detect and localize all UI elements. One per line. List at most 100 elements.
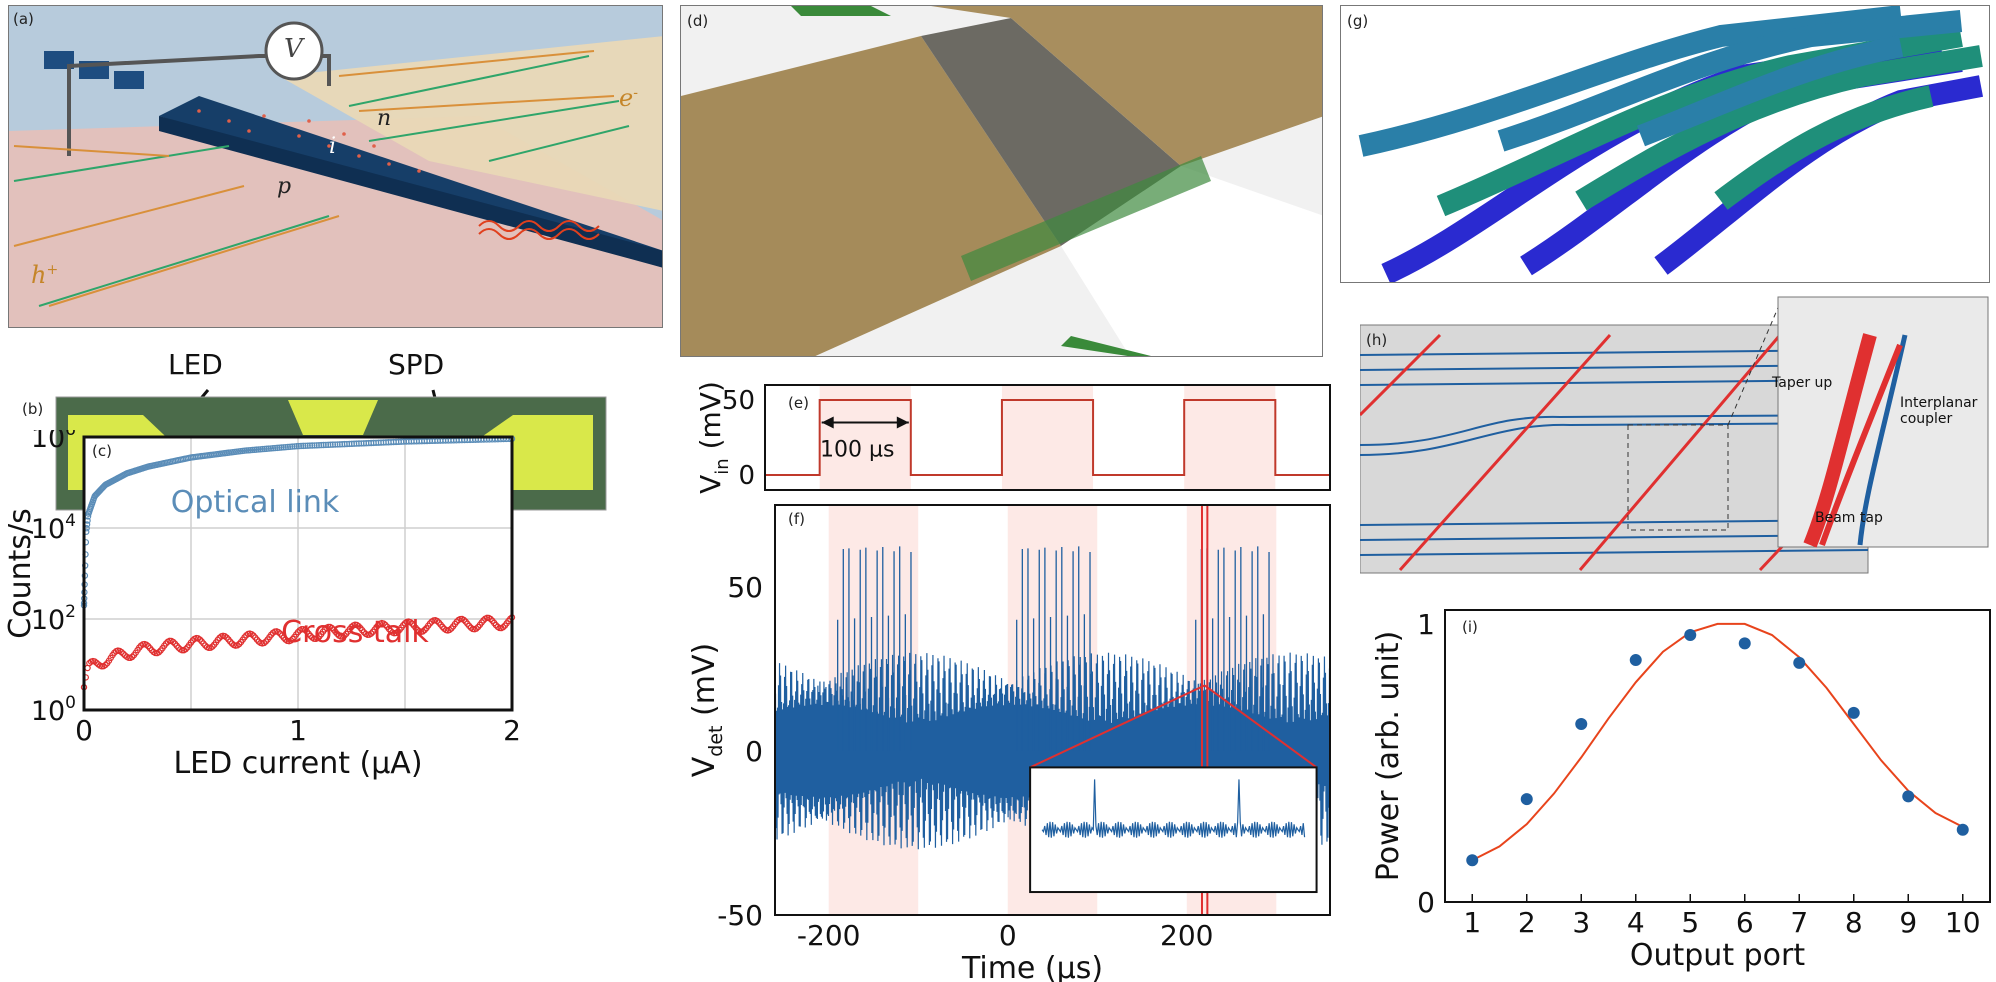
data-point — [295, 442, 303, 450]
x-tick-label: 0 — [999, 919, 1017, 952]
y-tick-label: -50 — [717, 899, 763, 932]
panel-label: (a) — [13, 10, 34, 28]
data-point — [433, 617, 441, 625]
data-point — [473, 625, 480, 632]
panel-label: (c) — [92, 442, 112, 460]
electron-label: e- — [619, 84, 638, 112]
p-region-label: p — [277, 174, 292, 199]
data-point — [118, 648, 125, 656]
data-point — [302, 442, 309, 449]
x-tick-label: 7 — [1790, 906, 1808, 939]
pulse-window — [819, 385, 911, 490]
series-label: Cross talk — [281, 615, 429, 650]
data-point — [313, 442, 320, 449]
panel-f: -200 0 200 -50 0 50 Time (µs) Vdet (mV) (f) — [690, 500, 1335, 982]
y-tick-label: 50 — [722, 386, 755, 416]
data-point — [102, 661, 109, 669]
y-tick-label: 0 — [745, 735, 763, 768]
fit-curve — [1471, 622, 1964, 862]
width-annotation: 100 µs — [820, 438, 894, 463]
x-tick-label: 1 — [1463, 906, 1481, 939]
y-tick-label: 106 — [31, 430, 76, 454]
data-point — [196, 636, 204, 643]
data-point — [487, 615, 494, 623]
data-point — [306, 442, 314, 449]
data-point — [286, 443, 294, 450]
panel-e: 0 50 100 µs Vin (mV) (e) — [690, 380, 1335, 500]
data-point — [287, 637, 295, 644]
beam-tap-rendering — [1360, 296, 1989, 574]
arrow-head — [896, 416, 909, 429]
data-point — [276, 444, 283, 451]
data-point — [223, 634, 230, 641]
data-point — [1575, 718, 1588, 731]
x-tick-label: 5 — [1681, 906, 1699, 939]
beam-tap-label: Beam tap — [1815, 510, 1883, 526]
panel-i: 1 2 3 4 5 6 7 8 9 10 0 1 Output port Power (arb. unit… — [1350, 590, 1996, 982]
counts-chart: 0 1 2 100 102 104 106 LED current (µA) Counts/s O… — [3, 430, 521, 781]
y-tick-label: 100 — [31, 693, 76, 727]
data-point — [1956, 823, 1969, 836]
data-point — [275, 628, 282, 636]
data-point — [269, 445, 277, 452]
data-point — [318, 441, 325, 449]
data-point — [1902, 790, 1915, 803]
device-rendering — [681, 6, 1322, 356]
y-axis-label: Counts/s — [3, 508, 38, 638]
data-point — [289, 443, 296, 450]
panel-h: (h) Taper up Interplanar coupler Beam ta… — [1360, 295, 1990, 575]
x-tick-label: 3 — [1572, 906, 1590, 939]
data-point — [1466, 854, 1479, 867]
pin-junction-schematic — [9, 6, 662, 327]
data-point — [1847, 706, 1860, 719]
data-point — [291, 443, 298, 450]
data-point — [309, 442, 316, 449]
led-label: LED — [168, 348, 223, 381]
data-point — [355, 622, 362, 630]
data-point — [293, 443, 300, 450]
data-point — [1793, 656, 1806, 669]
data-point — [460, 616, 468, 624]
x-tick-label: 10 — [1945, 906, 1981, 939]
data-point — [280, 444, 287, 451]
panel-label: (d) — [687, 12, 709, 30]
data-point — [1629, 654, 1642, 667]
input-trace — [765, 399, 1330, 476]
voltage-symbol: V — [284, 34, 303, 64]
y-tick-label: 104 — [31, 511, 76, 545]
y-tick-label: 50 — [727, 571, 763, 604]
x-tick-label: 6 — [1736, 906, 1754, 939]
interplanar-coupler-label: Interplanar coupler — [1900, 395, 1978, 427]
data-point — [297, 442, 305, 450]
x-tick-label: -200 — [797, 919, 861, 952]
data-point — [300, 442, 307, 450]
x-tick-label: 2 — [1518, 906, 1536, 939]
plot-frame — [774, 504, 1331, 916]
data-point — [314, 634, 321, 642]
x-axis-label: LED current (µA) — [173, 746, 422, 781]
panel-label: (i) — [1462, 618, 1478, 636]
n-region-label: n — [377, 106, 392, 131]
data-point — [169, 638, 177, 646]
panel-a: (a) V n i p e- h+ — [8, 5, 663, 328]
panel-label: (f) — [788, 510, 805, 528]
series-label: Optical link — [171, 485, 340, 520]
data-point — [311, 442, 318, 449]
y-tick-label: 0 — [1417, 886, 1435, 919]
data-point — [209, 643, 216, 650]
data-point — [499, 624, 507, 631]
x-tick-label: 1 — [289, 714, 307, 747]
data-point — [315, 442, 323, 449]
data-point — [128, 653, 136, 661]
panel-label: (b) — [22, 400, 44, 418]
data-point — [367, 630, 375, 637]
zoom-link — [1204, 684, 1318, 769]
data-point — [271, 444, 279, 452]
data-point — [278, 444, 285, 451]
panel-label: (e) — [788, 394, 809, 412]
data-point — [267, 445, 275, 452]
x-tick-label: 9 — [1899, 906, 1917, 939]
panel-label: (g) — [1347, 12, 1369, 30]
data-point — [328, 624, 336, 632]
